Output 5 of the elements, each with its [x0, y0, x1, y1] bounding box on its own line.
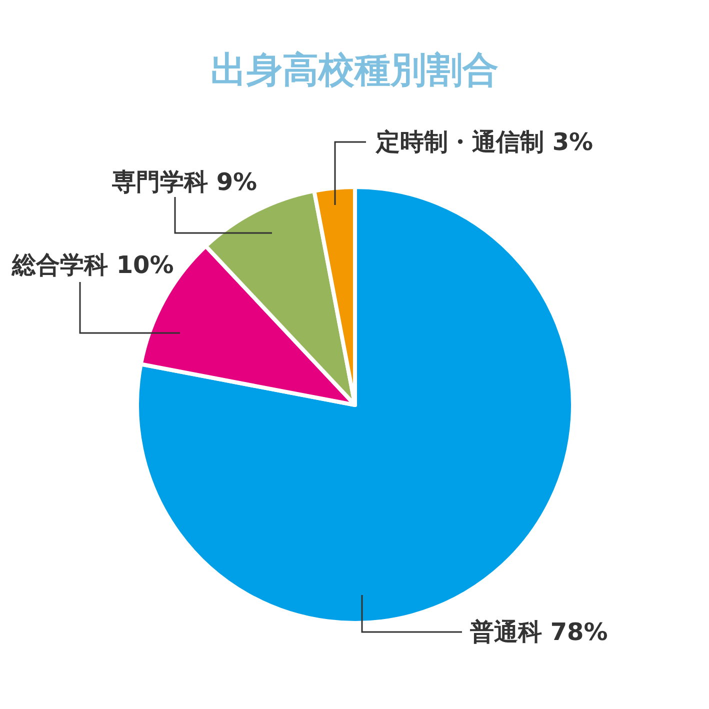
chart-title: 出身高校種別割合 — [210, 50, 498, 91]
slice-label: 定時制・通信制 3% — [375, 128, 594, 156]
slice-label: 専門学科 9% — [111, 168, 258, 196]
slice-label: 普通科 78% — [469, 618, 608, 646]
slice-label: 総合学科 10% — [11, 251, 174, 279]
